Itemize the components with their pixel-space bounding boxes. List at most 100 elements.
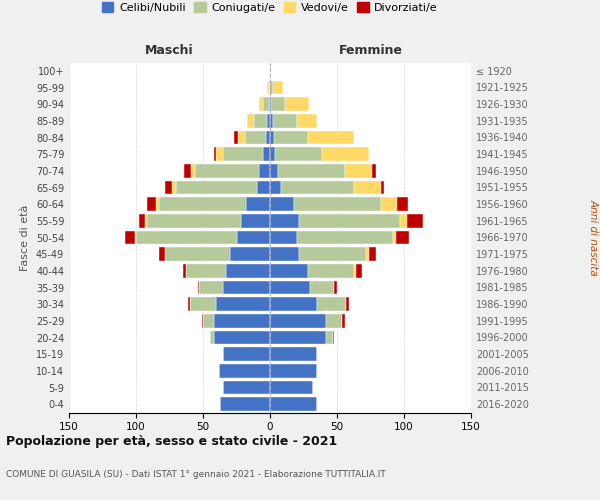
Bar [297,114,317,128]
Text: Maschi: Maschi [145,44,194,58]
Bar [270,148,275,161]
Bar [270,130,274,144]
Bar [147,198,156,211]
Bar [236,230,270,244]
Bar [139,214,145,228]
Bar [197,280,199,294]
Bar [317,298,346,311]
Bar [270,64,271,78]
Text: Popolazione per età, sesso e stato civile - 2021: Popolazione per età, sesso e stato civil… [6,435,337,448]
Bar [159,248,166,261]
Bar [266,130,270,144]
Bar [367,248,369,261]
Bar [407,214,423,228]
Bar [400,214,407,228]
Bar [343,314,345,328]
Bar [217,148,223,161]
Bar [270,380,313,394]
Bar [270,398,317,411]
Bar [322,148,369,161]
Bar [355,264,356,278]
Bar [272,80,283,94]
Bar [268,80,269,94]
Bar [396,230,409,244]
Bar [199,280,223,294]
Bar [270,314,326,328]
Bar [345,164,372,177]
Bar [172,180,176,194]
Bar [245,130,266,144]
Bar [271,98,285,111]
Bar [134,230,136,244]
Bar [346,298,349,311]
Bar [270,164,278,177]
Bar [270,98,271,111]
Bar [176,180,257,194]
Bar [147,214,241,228]
Bar [269,80,270,94]
Bar [220,398,270,411]
Bar [397,198,408,211]
Bar [270,248,299,261]
Bar [270,180,281,194]
Bar [393,230,396,244]
Bar [257,180,270,194]
Bar [226,264,270,278]
Bar [223,348,270,361]
Bar [270,264,308,278]
Bar [183,264,185,278]
Bar [166,180,172,194]
Bar [281,180,355,194]
Legend: Celibi/Nubili, Coniugati/e, Vedovi/e, Divorziati/e: Celibi/Nubili, Coniugati/e, Vedovi/e, Di… [98,0,442,18]
Bar [145,214,147,228]
Bar [372,164,376,177]
Bar [223,280,270,294]
Bar [259,164,270,177]
Bar [272,114,297,128]
Text: Femmine: Femmine [338,44,403,58]
Bar [270,280,310,294]
Bar [210,330,214,344]
Bar [326,330,333,344]
Bar [223,380,270,394]
Bar [191,164,195,177]
Bar [270,330,326,344]
Bar [263,98,269,111]
Bar [214,314,270,328]
Bar [326,314,343,328]
Bar [310,280,334,294]
Bar [190,298,217,311]
Bar [269,98,270,111]
Bar [214,148,217,161]
Bar [275,148,322,161]
Bar [294,198,381,211]
Bar [247,114,254,128]
Bar [333,330,334,344]
Bar [238,130,245,144]
Bar [254,114,268,128]
Bar [381,198,397,211]
Bar [195,164,259,177]
Bar [156,198,159,211]
Bar [241,214,270,228]
Bar [223,148,263,161]
Bar [159,198,246,211]
Bar [308,130,355,144]
Bar [185,264,226,278]
Bar [217,298,270,311]
Bar [299,248,367,261]
Bar [270,80,272,94]
Bar [334,280,337,294]
Bar [184,164,191,177]
Bar [299,214,400,228]
Bar [270,348,317,361]
Bar [285,98,309,111]
Bar [214,330,270,344]
Bar [125,230,134,244]
Bar [274,130,308,144]
Text: COMUNE DI GUASILA (SU) - Dati ISTAT 1° gennaio 2021 - Elaborazione TUTTITALIA.IT: COMUNE DI GUASILA (SU) - Dati ISTAT 1° g… [6,470,386,479]
Bar [278,164,345,177]
Bar [188,298,190,311]
Bar [202,314,203,328]
Bar [270,198,294,211]
